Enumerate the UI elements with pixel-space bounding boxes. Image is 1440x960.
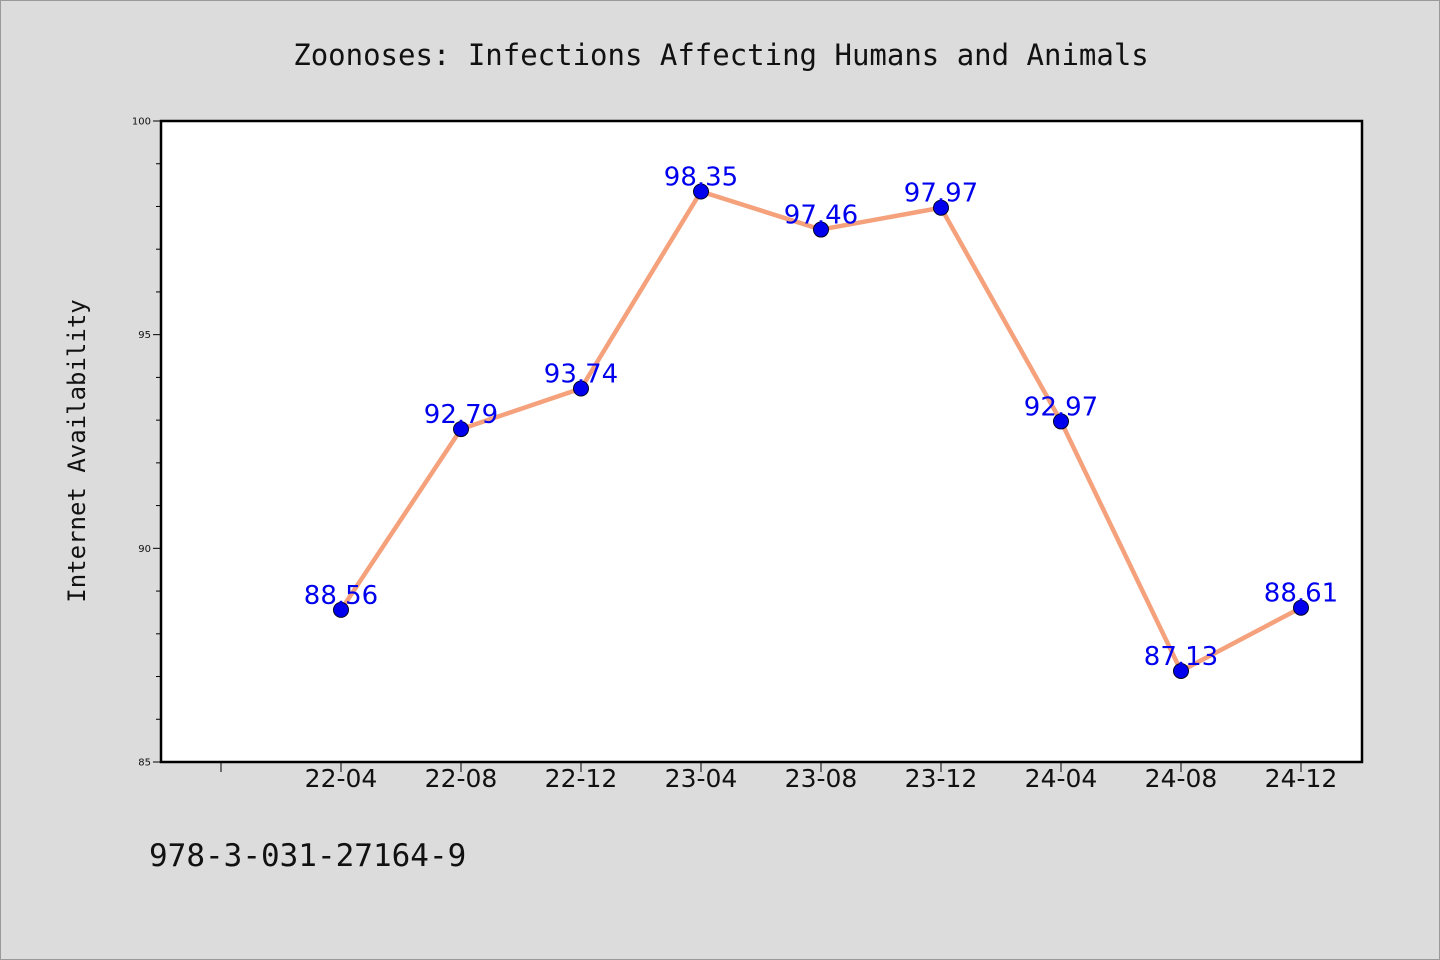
data-label: 93.74: [544, 360, 618, 390]
x-tick-label: 22-12: [545, 764, 618, 793]
data-point: [573, 380, 589, 397]
x-tick-label: 22-04: [305, 764, 378, 793]
data-label: 88.56: [304, 581, 378, 611]
data-label: 92.97: [1024, 392, 1098, 422]
x-tick-label: 24-12: [1265, 764, 1338, 793]
footnote: 978-3-031-27164-9: [149, 838, 466, 874]
y-tick-label: 85: [138, 758, 151, 769]
data-point: [453, 421, 469, 438]
y-tick-label: 95: [138, 330, 151, 341]
x-axis: 22-04 22-08 22-12 23-04 23-08 23-12 24-04 24-08…: [220, 762, 1338, 793]
data-point: [1173, 662, 1189, 679]
x-tick-label: 23-04: [665, 764, 738, 793]
x-tick-label: 23-12: [905, 764, 978, 793]
data-point: [1053, 413, 1069, 430]
data-point: [813, 221, 829, 238]
y-axis-label: Internet Availability: [63, 299, 91, 602]
x-tick-label: 24-04: [1025, 764, 1098, 793]
data-label: 88.61: [1264, 579, 1338, 609]
x-tick-label: 23-08: [785, 764, 858, 793]
data-label: 97.46: [784, 201, 858, 231]
y-tick-label: 100: [132, 117, 151, 128]
data-point: [1293, 599, 1309, 616]
data-label: 97.97: [904, 179, 978, 209]
data-point: [333, 601, 349, 618]
data-point: [933, 199, 949, 216]
data-point: [693, 183, 709, 200]
data-label: 87.13: [1144, 642, 1218, 672]
y-axis: 85 90 95 100: [132, 117, 161, 769]
y-tick-label: 90: [138, 544, 151, 555]
series-1: 88.56 92.79 93.74 98.35 97.46 97.97 92.97 87.13…: [304, 163, 1338, 679]
data-label: 98.35: [664, 163, 738, 193]
plot-area: [159, 119, 1364, 764]
x-tick-label: 24-08: [1145, 764, 1218, 793]
x-tick-label: 22-08: [425, 764, 498, 793]
chart-title: Zoonoses: Infections Affecting Humans an…: [293, 38, 1149, 72]
data-label: 92.79: [424, 400, 498, 430]
